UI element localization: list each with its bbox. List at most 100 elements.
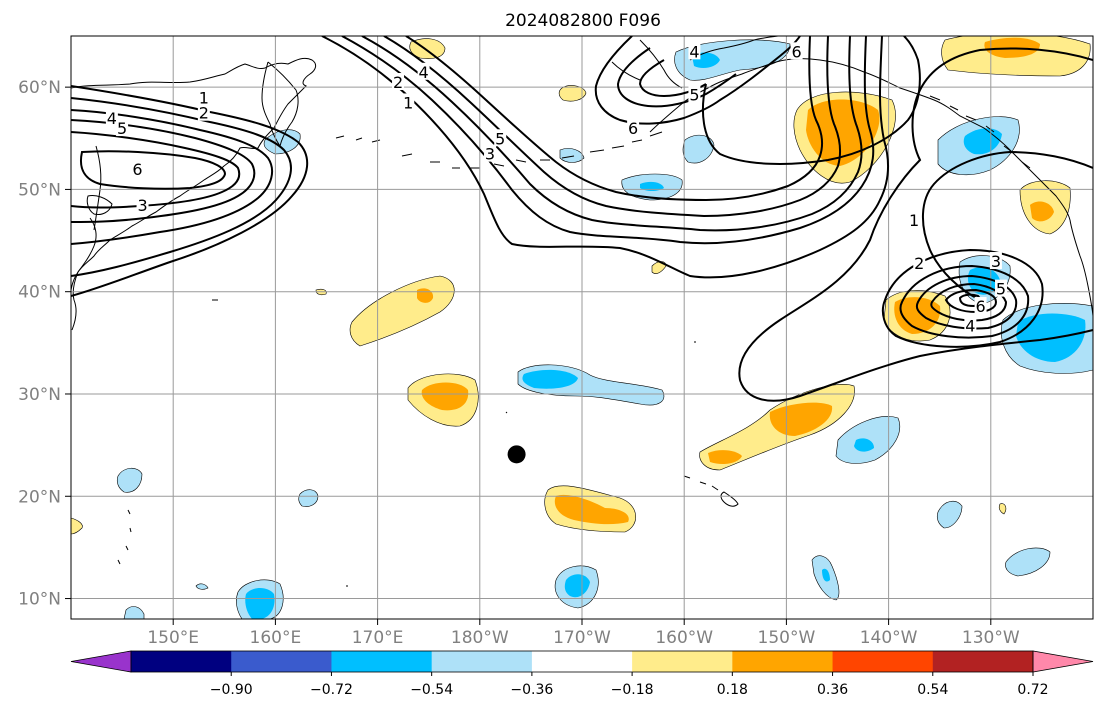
contour-line bbox=[930, 282, 1008, 322]
contour-line bbox=[71, 85, 309, 297]
colorbar-segment bbox=[231, 651, 332, 672]
lat-tick-label: 20°N bbox=[18, 487, 61, 507]
positive-anomaly-region bbox=[894, 297, 941, 334]
negative-anomaly-region bbox=[674, 39, 791, 81]
positive-anomaly-region bbox=[554, 494, 629, 525]
contour-line bbox=[899, 264, 1030, 339]
contour-label-backdrop bbox=[908, 211, 921, 229]
contour-line bbox=[361, 36, 863, 232]
coastline-north-america bbox=[1069, 219, 1093, 317]
negative-anomaly-region bbox=[640, 181, 664, 191]
contour-line bbox=[944, 288, 998, 314]
lon-tick-label: 150°E bbox=[147, 628, 199, 648]
coastline-japan bbox=[71, 217, 97, 331]
negative-anomaly-region bbox=[822, 568, 830, 582]
negative-anomaly-region bbox=[522, 369, 578, 389]
coastline-alaska bbox=[649, 58, 1071, 221]
lat-tick-label: 40°N bbox=[18, 283, 61, 303]
contour-label: 3 bbox=[137, 196, 147, 215]
contour-label-backdrop bbox=[688, 42, 701, 60]
contour-line bbox=[881, 248, 1044, 348]
negative-anomaly-region bbox=[298, 489, 319, 507]
negative-anomaly-region bbox=[1005, 547, 1051, 577]
longitude-ticks: 150°E 160°E 170°E 180°W 170°W 160°W 150°W 140°W… bbox=[147, 619, 1020, 648]
colorbar-frame bbox=[130, 650, 1034, 673]
contour-line bbox=[738, 47, 1093, 402]
contour-line bbox=[321, 36, 890, 279]
contour-line bbox=[71, 109, 274, 245]
contour-label: 4 bbox=[107, 109, 117, 128]
colorbar-tick-label: −0.90 bbox=[210, 682, 253, 698]
colorbar-tick-label: 0.36 bbox=[817, 682, 848, 698]
colorbar-tick-label: 0.54 bbox=[917, 682, 948, 698]
colorbar-segment bbox=[431, 651, 533, 672]
contour-line bbox=[701, 36, 921, 165]
colorbar-tick-label: −0.18 bbox=[611, 682, 654, 698]
negative-anomaly-region bbox=[123, 606, 145, 619]
colorbar-segment bbox=[331, 651, 433, 672]
contour-label-backdrop bbox=[197, 88, 210, 106]
negative-anomaly-region bbox=[195, 583, 209, 590]
coastline-bc-islands bbox=[929, 95, 1031, 169]
negative-anomaly-region bbox=[682, 134, 715, 164]
contour-label-backdrop bbox=[974, 297, 987, 315]
contour-lines bbox=[71, 36, 1093, 402]
coastlines bbox=[71, 36, 1093, 587]
contour-label: 1 bbox=[909, 211, 919, 230]
contour-line bbox=[71, 119, 256, 223]
lat-tick-label: 30°N bbox=[18, 385, 61, 405]
contour-label: 2 bbox=[199, 104, 209, 123]
contour-label-backdrop bbox=[402, 93, 415, 111]
contour-label: 1 bbox=[403, 93, 413, 112]
colorbar-tick-label: 0.18 bbox=[717, 682, 748, 698]
contour-label: 5 bbox=[689, 85, 699, 104]
lon-tick-label: 130°W bbox=[962, 628, 1020, 648]
positive-anomaly-region bbox=[769, 402, 833, 436]
contour-line bbox=[921, 150, 1093, 301]
colorbar-extend-high bbox=[1032, 650, 1094, 673]
lon-tick-label: 170°E bbox=[352, 628, 404, 648]
contour-label: 4 bbox=[418, 63, 428, 82]
lat-tick-label: 10°N bbox=[18, 590, 61, 610]
contour-line bbox=[616, 47, 737, 108]
contour-label-backdrop bbox=[494, 129, 507, 147]
contour-label: 5 bbox=[495, 129, 505, 148]
contour-label-backdrop bbox=[790, 42, 803, 60]
lon-tick-label: 160°W bbox=[655, 628, 713, 648]
contour-label: 4 bbox=[689, 42, 699, 61]
lon-tick-label: 140°W bbox=[860, 628, 918, 648]
positive-anomaly-region bbox=[651, 261, 667, 274]
contour-label: 6 bbox=[132, 160, 142, 179]
contour-line bbox=[405, 36, 824, 202]
contour-label: 5 bbox=[996, 280, 1006, 299]
contour-label-backdrop bbox=[116, 119, 129, 137]
colorbar-segment bbox=[531, 651, 633, 672]
contour-label: 2 bbox=[393, 73, 403, 92]
positive-anomaly-region bbox=[708, 450, 742, 464]
negative-anomaly-region bbox=[245, 588, 275, 619]
contour-label: 6 bbox=[628, 119, 638, 138]
contour-label-backdrop bbox=[989, 252, 1002, 270]
contour-label: 4 bbox=[965, 316, 975, 335]
contour-line bbox=[341, 36, 875, 245]
contour-label: 5 bbox=[117, 119, 127, 138]
contour-line bbox=[80, 150, 227, 190]
colorbar-tick-label: −0.72 bbox=[310, 682, 353, 698]
contour-line bbox=[915, 274, 1018, 330]
colorbar-segment bbox=[932, 651, 1034, 672]
colorbar-segment bbox=[131, 651, 232, 672]
contour-label: 6 bbox=[975, 297, 985, 316]
contour-line bbox=[638, 59, 707, 98]
negative-anomaly-region bbox=[263, 129, 301, 155]
contour-label: 1 bbox=[199, 88, 209, 107]
contour-line bbox=[594, 36, 801, 125]
colorbar-tick-label: −0.36 bbox=[510, 682, 553, 698]
lat-tick-label: 50°N bbox=[18, 180, 61, 200]
figure-title: 2024082800 F096 bbox=[505, 11, 661, 31]
contour-label: 2 bbox=[914, 254, 924, 273]
lat-tick-label: 60°N bbox=[18, 78, 61, 98]
contour-label: 6 bbox=[792, 42, 802, 61]
